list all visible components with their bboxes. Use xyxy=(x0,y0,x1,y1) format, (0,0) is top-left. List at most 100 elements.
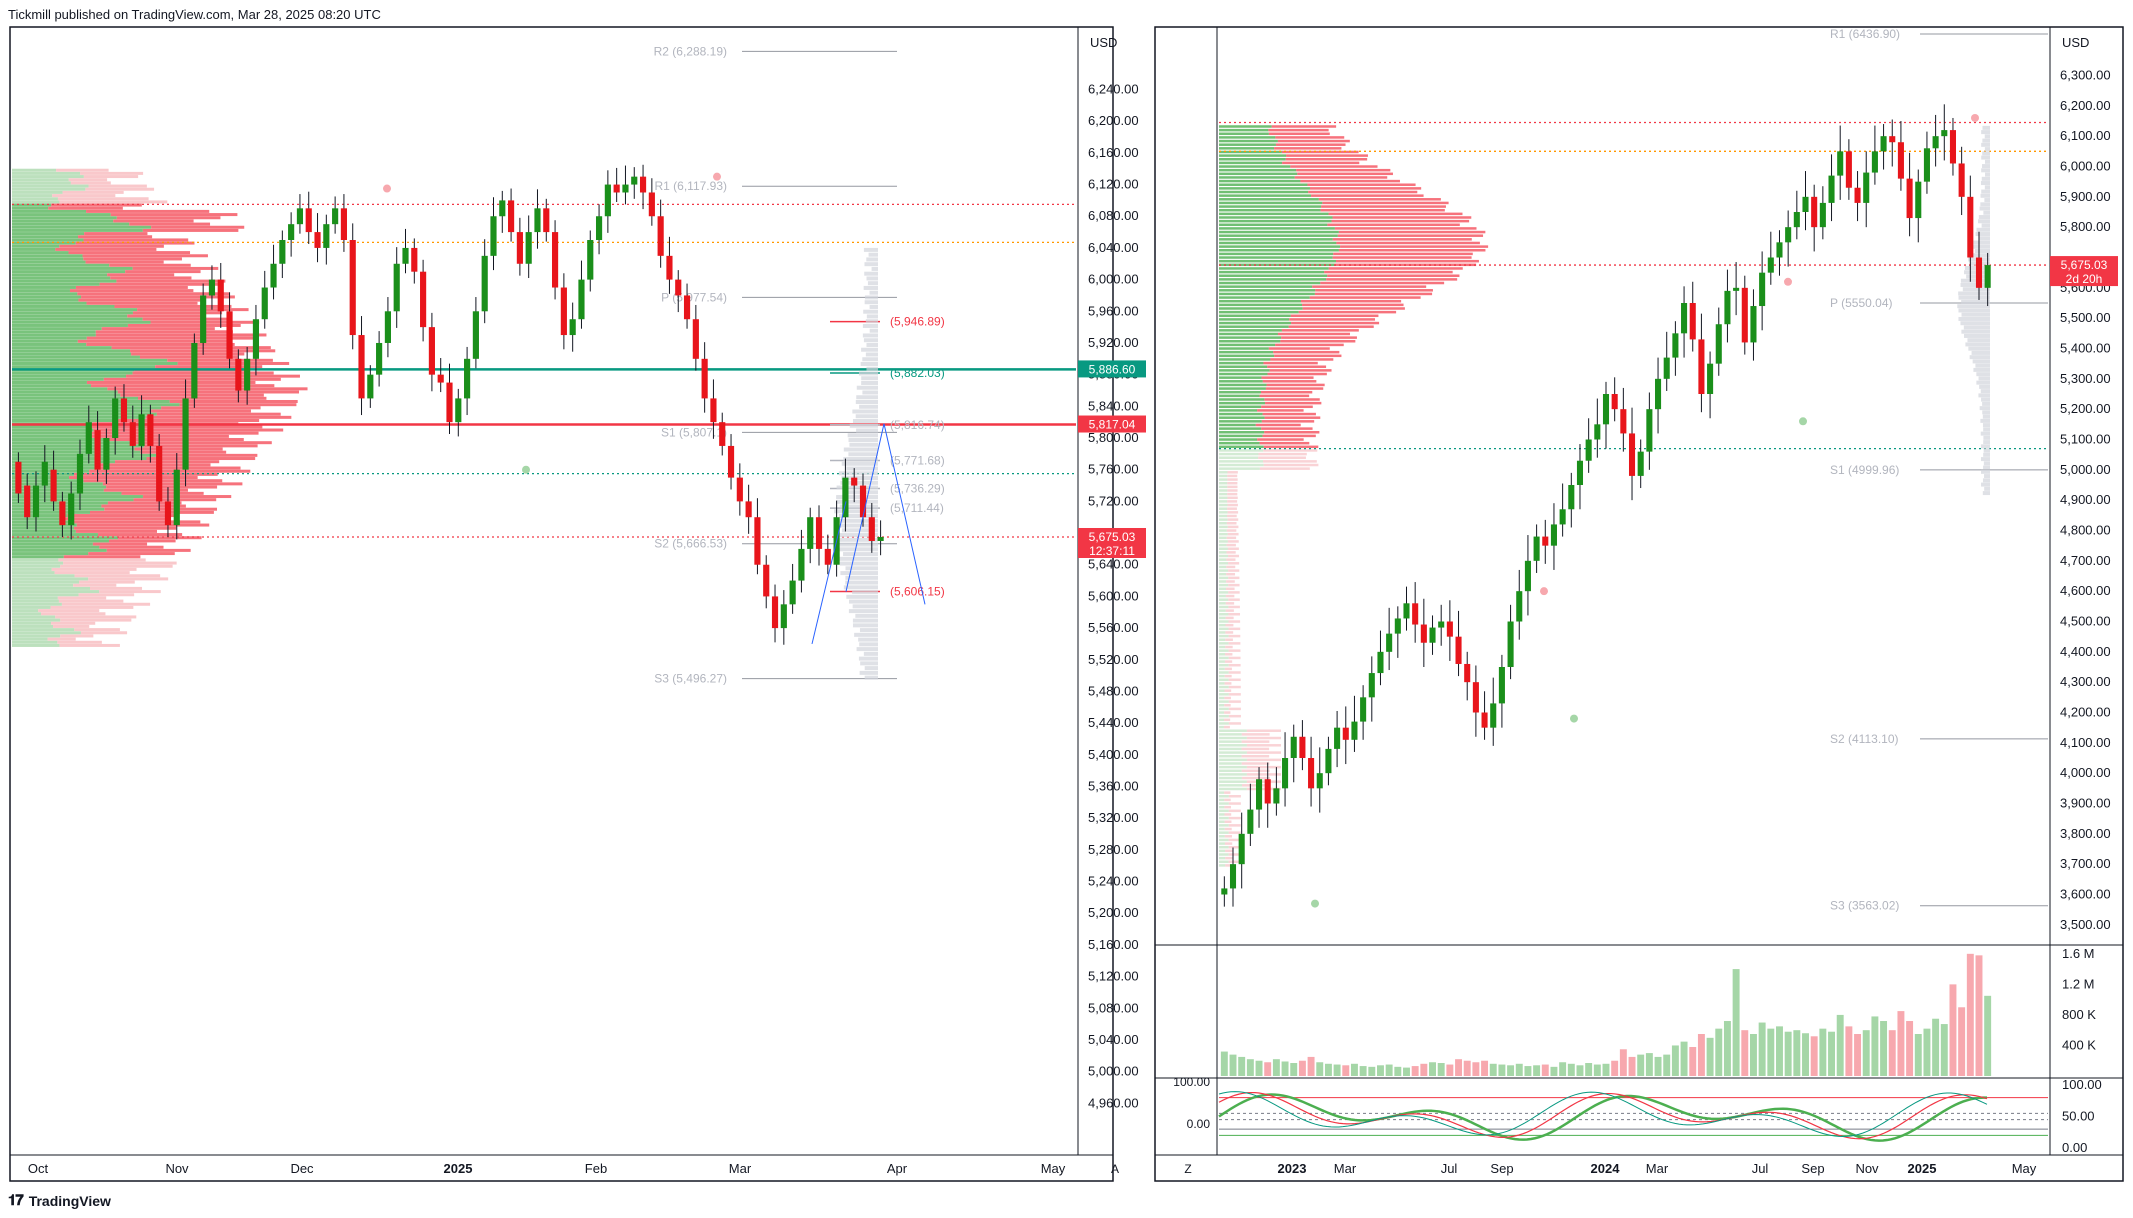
oscillator-axis-label: 100.00 xyxy=(2062,1077,2102,1092)
candle-body xyxy=(112,398,119,439)
projection-path xyxy=(845,423,926,605)
volume-bar xyxy=(1819,1028,1827,1076)
candle-body xyxy=(173,469,180,526)
right-y-tick-label: 5,400.00 xyxy=(2060,341,2111,356)
candle-body xyxy=(349,240,356,336)
left-price-badge xyxy=(1078,527,1146,558)
left-y-tick-label: 5,520.00 xyxy=(1088,652,1139,667)
volume-bar xyxy=(1220,1051,1228,1076)
candle-body xyxy=(1377,651,1384,674)
candle-body xyxy=(534,208,541,233)
oscillator-axis-label: 50.00 xyxy=(2062,1109,2095,1124)
candle-body xyxy=(701,358,708,399)
left-x-tick-label: Feb xyxy=(585,1161,607,1176)
volume-bar xyxy=(1377,1065,1384,1076)
candle-body xyxy=(1602,394,1610,425)
left-pivot-label: S3 (5,496.27) xyxy=(654,672,727,686)
volume-bar xyxy=(1394,1066,1402,1076)
signal-dot xyxy=(522,465,530,474)
volume-bar xyxy=(1290,1063,1298,1076)
volume-bar xyxy=(1732,969,1740,1076)
candle-body xyxy=(68,493,75,526)
tradingview-footer[interactable]: 𝟏𝟕 TradingView xyxy=(8,1192,111,1209)
price-badge-timer: 2d 20h xyxy=(2066,272,2103,286)
volume-bar xyxy=(1255,1060,1263,1076)
candle-body xyxy=(1975,257,1983,288)
candle-body xyxy=(323,224,330,248)
volume-bar xyxy=(1862,1030,1870,1076)
volume-bar xyxy=(1342,1065,1350,1076)
right-session-volume-profile xyxy=(1957,125,1990,496)
volume-bar xyxy=(1411,1066,1419,1076)
volume-bar xyxy=(1281,1061,1289,1076)
footer-brand: TradingView xyxy=(28,1192,111,1209)
volume-bar xyxy=(1515,1063,1523,1076)
candle-body xyxy=(1845,151,1852,188)
left-price-badge xyxy=(1078,360,1146,378)
right-y-tick-label: 6,300.00 xyxy=(2060,68,2111,83)
right-chart-pane[interactable]: 6,300.00 6,200.00 6,100.00 6,000.00 5,900.00… xyxy=(1173,27,2118,1176)
oscillator-pane: 100.00 50.00 0.00 100.00 0.00 xyxy=(1173,1075,2101,1155)
right-y-tick-label: 3,800.00 xyxy=(2060,826,2111,841)
left-x-tick-label: Nov xyxy=(165,1161,189,1176)
right-x-tick-label: Sep xyxy=(1801,1161,1824,1176)
right-y-tick-label: 5,300.00 xyxy=(2060,371,2111,386)
left-pivot-label: R2 (6,288.19) xyxy=(654,44,727,58)
left-y-tick-label: 5,640.00 xyxy=(1088,557,1139,572)
volume-bar xyxy=(1828,1031,1835,1076)
volume-bar xyxy=(1949,984,1957,1076)
left-y-tick-label: 5,800.00 xyxy=(1088,430,1139,445)
left-x-tick-label: Apr xyxy=(887,1161,908,1176)
left-y-tick-label: 6,200.00 xyxy=(1088,113,1139,128)
left-pivot-label: S1 (5,807.1) xyxy=(661,425,727,439)
candle-body xyxy=(481,255,488,312)
right-pivot-label: P (5550.04) xyxy=(1830,296,1893,310)
candle-body xyxy=(657,216,664,256)
right-y-tick-label: 5,100.00 xyxy=(2060,432,2111,447)
left-y-tick-label: 5,600.00 xyxy=(1088,588,1139,603)
candle-body xyxy=(296,208,304,225)
volume-bar xyxy=(1429,1062,1436,1076)
left-level-label: (5,882.03) xyxy=(890,366,945,380)
volume-pane: 1.6 M 1.2 M 800 K 400 K xyxy=(1220,946,2096,1076)
candle-body xyxy=(1585,439,1592,461)
left-y-tick-label: 5,280.00 xyxy=(1088,842,1139,857)
candle-body xyxy=(1707,363,1714,394)
candle-body xyxy=(604,184,611,217)
left-chart-pane[interactable]: 6,240.00 6,200.00 6,160.00 6,120.00 6,080.00… xyxy=(12,35,1146,1176)
price-badge-value: 5,817.04 xyxy=(1089,418,1136,432)
volume-bar xyxy=(1680,1041,1688,1076)
volume-bar xyxy=(1437,1063,1445,1076)
volume-bar xyxy=(1229,1054,1237,1076)
volume-bar xyxy=(1567,1063,1575,1076)
right-currency-label: USD xyxy=(2062,35,2089,50)
signal-dot xyxy=(1971,113,1979,122)
candle-body xyxy=(1611,394,1618,410)
volume-bar xyxy=(1637,1054,1645,1076)
candle-body xyxy=(191,342,198,399)
right-y-tick-label: 4,000.00 xyxy=(2060,765,2111,780)
candle-body xyxy=(824,548,831,565)
candle-body xyxy=(1264,779,1271,804)
candle-body xyxy=(156,445,163,502)
candle-body xyxy=(1681,303,1688,334)
candle-body xyxy=(622,184,629,193)
volume-bar xyxy=(1576,1065,1584,1076)
left-pivot-label: P (5,977.54) xyxy=(661,290,727,304)
candle-body xyxy=(578,279,585,320)
price-badge-value: 5,886.60 xyxy=(1089,362,1136,376)
volume-bar xyxy=(1359,1066,1367,1076)
projection-path xyxy=(811,501,847,645)
volume-bar xyxy=(1975,955,1983,1076)
volume-bar xyxy=(1541,1064,1549,1076)
candle-body xyxy=(1498,667,1505,704)
candle-body xyxy=(1542,536,1549,546)
candle-body xyxy=(1628,433,1636,476)
candle-body xyxy=(85,422,92,454)
left-x-tick-label: Oct xyxy=(28,1161,49,1176)
volume-bar xyxy=(1793,1030,1801,1076)
volume-bar xyxy=(1810,1036,1818,1076)
volume-bar xyxy=(1888,1030,1896,1076)
left-level-label: (5,606.15) xyxy=(890,585,945,599)
